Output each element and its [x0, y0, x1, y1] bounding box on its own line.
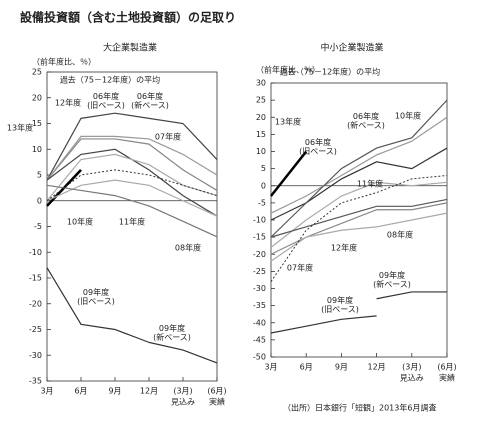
y-axis-label: （前年度比、％） [32, 57, 96, 67]
series-line [46, 169, 218, 202]
y-tick-label: 25 [32, 68, 42, 77]
x-tick-label: 12月 [140, 387, 158, 396]
series-line [46, 267, 150, 343]
y-tick-label: -35 [29, 377, 42, 386]
series-label: 08年度 [387, 230, 413, 240]
y-tick-label: 30 [256, 79, 266, 88]
y-tick-label: 0 [37, 196, 42, 205]
series-line [270, 116, 448, 214]
series-label: 09年度(旧ベース) [77, 287, 115, 306]
x-tick-label: (3月) [173, 387, 192, 396]
series-line [46, 138, 218, 191]
x-tick-label: 3月 [264, 363, 277, 372]
y-tick-label: 20 [256, 113, 266, 122]
y-tick-label: -15 [29, 274, 42, 283]
series-label: 10年度 [67, 217, 93, 227]
series-line [376, 291, 447, 300]
series-label: 06年度(旧ベース) [87, 91, 125, 110]
x-tick-sublabel: 見込み [400, 374, 424, 383]
series-label: 06年度(旧ベース) [299, 137, 337, 156]
y-tick-label: -30 [253, 284, 266, 293]
series-line [46, 112, 218, 181]
series-line [270, 315, 377, 334]
series-line [270, 212, 448, 262]
y-tick-label: -5 [34, 222, 42, 231]
series-line [270, 150, 308, 197]
series-label: 09年度(旧ベース) [321, 295, 359, 314]
x-tick-label: (6月) [437, 363, 456, 372]
y-tick-label: -25 [253, 267, 266, 276]
series-label: 12年度 [55, 98, 81, 108]
y-tick-label: -10 [253, 216, 266, 225]
x-tick-label: (6月) [207, 387, 226, 396]
series-line [46, 135, 218, 181]
panel-title: 大企業製造業 [103, 42, 157, 54]
panel-title: 中小企業製造業 [320, 42, 383, 54]
series-line [270, 181, 448, 248]
series-label: 06年度(新ベース) [347, 111, 385, 130]
x-tick-label: 6月 [300, 363, 313, 372]
y-tick-label: -20 [29, 299, 42, 308]
x-tick-label: 9月 [335, 363, 348, 372]
y-tick-label: 0 [261, 181, 266, 190]
x-tick-label: 9月 [108, 387, 121, 396]
x-tick-label: 12月 [368, 363, 386, 372]
source-note: （出所）日本銀行「短観」2013年6月調査 [283, 403, 436, 413]
series-line [270, 174, 448, 282]
x-tick-label: (3月) [402, 363, 421, 372]
y-axis-label: （前年度比、％） [256, 65, 320, 75]
y-tick-label: 10 [256, 147, 266, 156]
series-line [270, 147, 448, 221]
x-tick-sublabel: 実績 [439, 373, 455, 383]
series-label: 11年度 [119, 217, 145, 227]
x-tick-sublabel: 見込み [171, 398, 195, 407]
y-tick-label: 15 [32, 119, 42, 128]
series-line [46, 179, 218, 217]
x-tick-sublabel: 実績 [209, 397, 225, 407]
y-tick-label: -35 [253, 301, 266, 310]
series-line [270, 99, 448, 238]
series-label: 07年度 [155, 132, 181, 142]
y-tick-label: -5 [258, 198, 266, 207]
series-label: 06年度(新ベース) [131, 91, 169, 110]
series-line [270, 202, 448, 255]
y-tick-label: -15 [253, 233, 266, 242]
y-tick-label: 5 [37, 171, 42, 180]
series-label: 11年度 [357, 179, 383, 189]
series-label: 08年度 [175, 243, 201, 253]
y-tick-label: -45 [253, 335, 266, 344]
y-tick-label: 25 [256, 96, 266, 105]
y-tick-label: -20 [253, 250, 266, 259]
page-title: 設備投資額（含む土地投資額）の足取り [20, 10, 236, 25]
series-line [46, 184, 218, 238]
x-tick-label: 6月 [74, 387, 87, 396]
series-label: 12年度 [331, 243, 357, 253]
y-tick-label: -10 [29, 248, 42, 257]
series-label: 10年度 [395, 111, 421, 121]
y-tick-label: 20 [32, 93, 42, 102]
y-tick-label: 10 [32, 145, 42, 154]
series-label: 07年度 [287, 263, 313, 273]
y-tick-label: -50 [253, 353, 266, 362]
y-tick-label: -40 [253, 318, 266, 327]
y-tick-label: -30 [29, 351, 42, 360]
series-label: 13年度 [275, 117, 301, 127]
x-tick-label: 3月 [40, 387, 53, 396]
y-tick-label: -25 [29, 325, 42, 334]
plot-frame [46, 71, 218, 382]
series-label: 13年度 [7, 123, 33, 133]
series-label: 09年度(新ベース) [153, 323, 191, 342]
y-tick-label: 5 [261, 164, 266, 173]
series-label: 過去（75－12年度）の平均 [280, 67, 380, 77]
series-label: 過去（75－12年度）の平均 [60, 75, 160, 85]
y-tick-label: 15 [256, 130, 266, 139]
series-line [148, 341, 218, 364]
series-line [270, 198, 448, 238]
series-label: 09年度(新ベース) [373, 270, 411, 289]
